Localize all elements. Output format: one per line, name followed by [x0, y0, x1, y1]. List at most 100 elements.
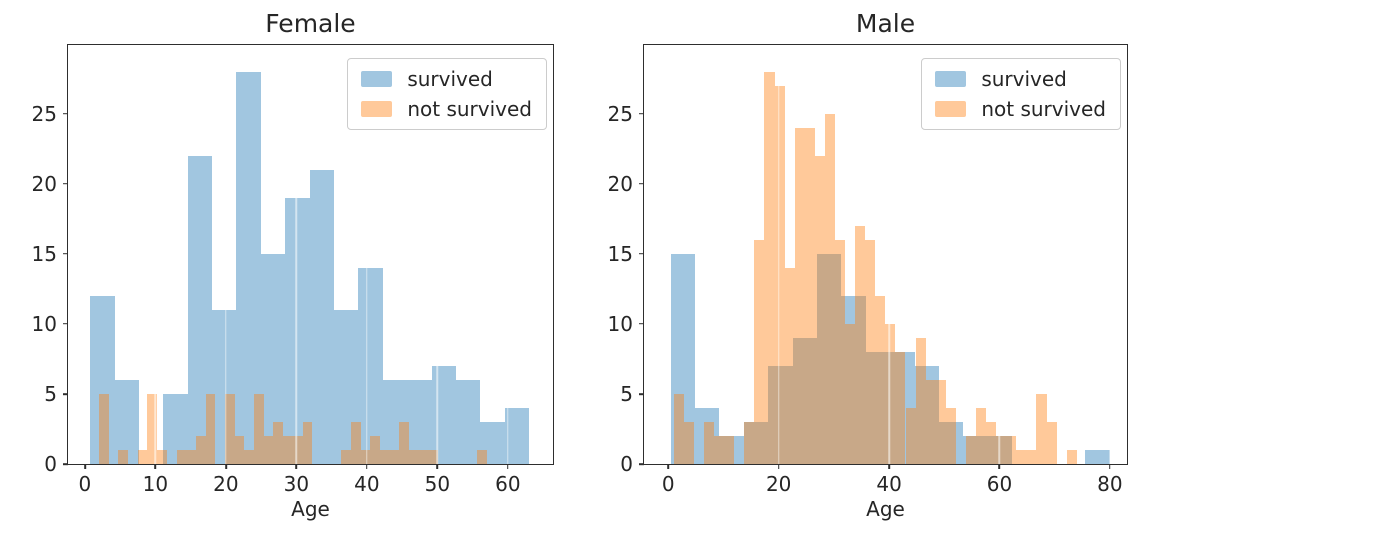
x-tick-label: 20: [213, 472, 239, 496]
hist-bar-survived: [719, 435, 744, 464]
hist-bar-not-survived: [205, 393, 216, 464]
x-tick-label: 50: [424, 472, 451, 496]
hist-bar-survived: [743, 421, 769, 464]
hist-bar-survived: [963, 435, 988, 464]
hist-bar-not-survived: [302, 421, 313, 464]
x-tick-mark: [1109, 464, 1111, 469]
hist-bar-not-survived: [885, 323, 896, 464]
hist-bar-not-survived: [945, 407, 956, 464]
hist-bar-not-survived: [744, 421, 755, 464]
hist-bar-not-survived: [244, 450, 255, 464]
hist-bar-survived: [914, 365, 940, 464]
hist-bar-not-survived: [186, 450, 196, 464]
legend-label-survived: survived: [407, 67, 493, 91]
not-survived-swatch-icon: [361, 101, 393, 117]
female-subplot-axes: survived not survived 0 10 20 30 40 50 60 0 5 10 1…: [32, 44, 554, 496]
y-tick-label: 0: [44, 452, 57, 476]
hist-bar-not-survived: [1026, 450, 1037, 464]
hist-bar-survived: [358, 267, 383, 464]
hist-bar-not-survived: [263, 435, 274, 464]
hist-bar-survived: [187, 155, 213, 464]
gridline-vertical: [507, 45, 509, 464]
x-tick-label: 80: [1097, 472, 1123, 496]
hist-bar-not-survived: [1046, 421, 1057, 464]
hist-bar-not-survived: [428, 450, 439, 464]
y-tick-mark: [63, 112, 68, 115]
gridline-vertical: [154, 45, 157, 464]
hist-bar-survived: [431, 365, 456, 464]
hist-bar-not-survived: [292, 435, 303, 464]
hist-bar-not-survived: [234, 435, 245, 464]
hist-bar-not-survived: [477, 450, 487, 464]
x-tick-label: 20: [765, 472, 792, 496]
hist-bar-not-survived: [157, 450, 167, 464]
y-tick-mark: [63, 253, 68, 255]
hist-bar-survived: [768, 365, 793, 464]
hist-bar-not-survived: [714, 435, 725, 464]
y-tick-mark: [639, 253, 644, 255]
y-tick-mark: [639, 323, 644, 325]
hist-bar-survived: [260, 253, 286, 464]
x-tick-mark: [154, 464, 157, 469]
hist-bar-not-survived: [814, 155, 825, 464]
hist-bar-not-survived: [673, 393, 684, 464]
hist-bar-not-survived: [965, 435, 977, 464]
hist-bar-not-survived: [996, 435, 1007, 464]
not-survived-swatch-icon: [935, 101, 967, 117]
x-tick-mark: [888, 464, 890, 469]
y-tick-mark: [639, 393, 644, 395]
female-plot-title: Female: [265, 9, 356, 38]
hist-bar-not-survived: [273, 421, 284, 464]
hist-bar-not-survived: [875, 295, 886, 464]
y-tick-mark: [63, 393, 68, 395]
hist-bar-not-survived: [147, 393, 158, 464]
hist-bar-not-survived: [683, 421, 694, 464]
hist-bar-survived: [236, 71, 261, 464]
legend-entry-survived: survived: [935, 68, 1106, 90]
hist-bar-not-survived: [254, 393, 264, 464]
y-tick-label: 25: [31, 101, 57, 126]
female-x-axis-label: Age: [291, 497, 330, 521]
hist-bar-not-survived: [895, 351, 906, 464]
hist-bar-survived: [114, 379, 139, 464]
hist-bar-not-survived: [774, 85, 785, 464]
hist-bar-survived: [309, 169, 334, 464]
hist-bar-survived: [333, 309, 359, 464]
x-tick-label: 0: [661, 472, 675, 496]
hist-bar-not-survived: [986, 421, 997, 464]
gridline-vertical: [225, 45, 227, 464]
hist-bar-not-survived: [370, 435, 381, 464]
y-tick-mark: [63, 182, 68, 185]
x-tick-mark: [366, 464, 368, 469]
hist-bar-not-survived: [341, 450, 352, 464]
hist-bar-not-survived: [704, 421, 715, 464]
y-tick-label: 5: [620, 381, 633, 406]
male-x-axis-label: Age: [866, 497, 905, 521]
hist-bar-not-survived: [409, 450, 419, 464]
x-tick-mark: [777, 464, 780, 469]
hist-bar-not-survived: [118, 450, 129, 464]
survived-swatch-icon: [361, 71, 393, 87]
hist-bar-survived: [212, 309, 237, 464]
male-plot-title: Male: [855, 9, 916, 38]
x-tick-mark: [84, 464, 86, 469]
hist-bar-not-survived: [399, 421, 410, 464]
y-tick-label: 20: [607, 171, 633, 196]
hist-bar-not-survived: [794, 127, 805, 464]
y-tick-label: 10: [607, 311, 633, 336]
hist-bar-survived: [407, 379, 432, 464]
hist-bar-not-survived: [804, 127, 815, 464]
hist-bar-not-survived: [1036, 393, 1047, 464]
x-tick-mark: [436, 464, 439, 469]
hist-bar-survived: [865, 351, 891, 464]
hist-bar-survived: [504, 407, 530, 464]
hist-bar-survived: [890, 351, 915, 464]
legend-entry-not-survived: not survived: [935, 98, 1106, 120]
hist-bar-not-survived: [754, 239, 765, 464]
y-tick-mark: [639, 182, 644, 185]
hist-bar-not-survived: [195, 435, 206, 464]
hist-bar-not-survived: [380, 450, 390, 464]
hist-bar-survived: [939, 421, 964, 464]
hist-bar-survived: [1085, 450, 1110, 464]
hist-bar-survived: [792, 337, 818, 464]
